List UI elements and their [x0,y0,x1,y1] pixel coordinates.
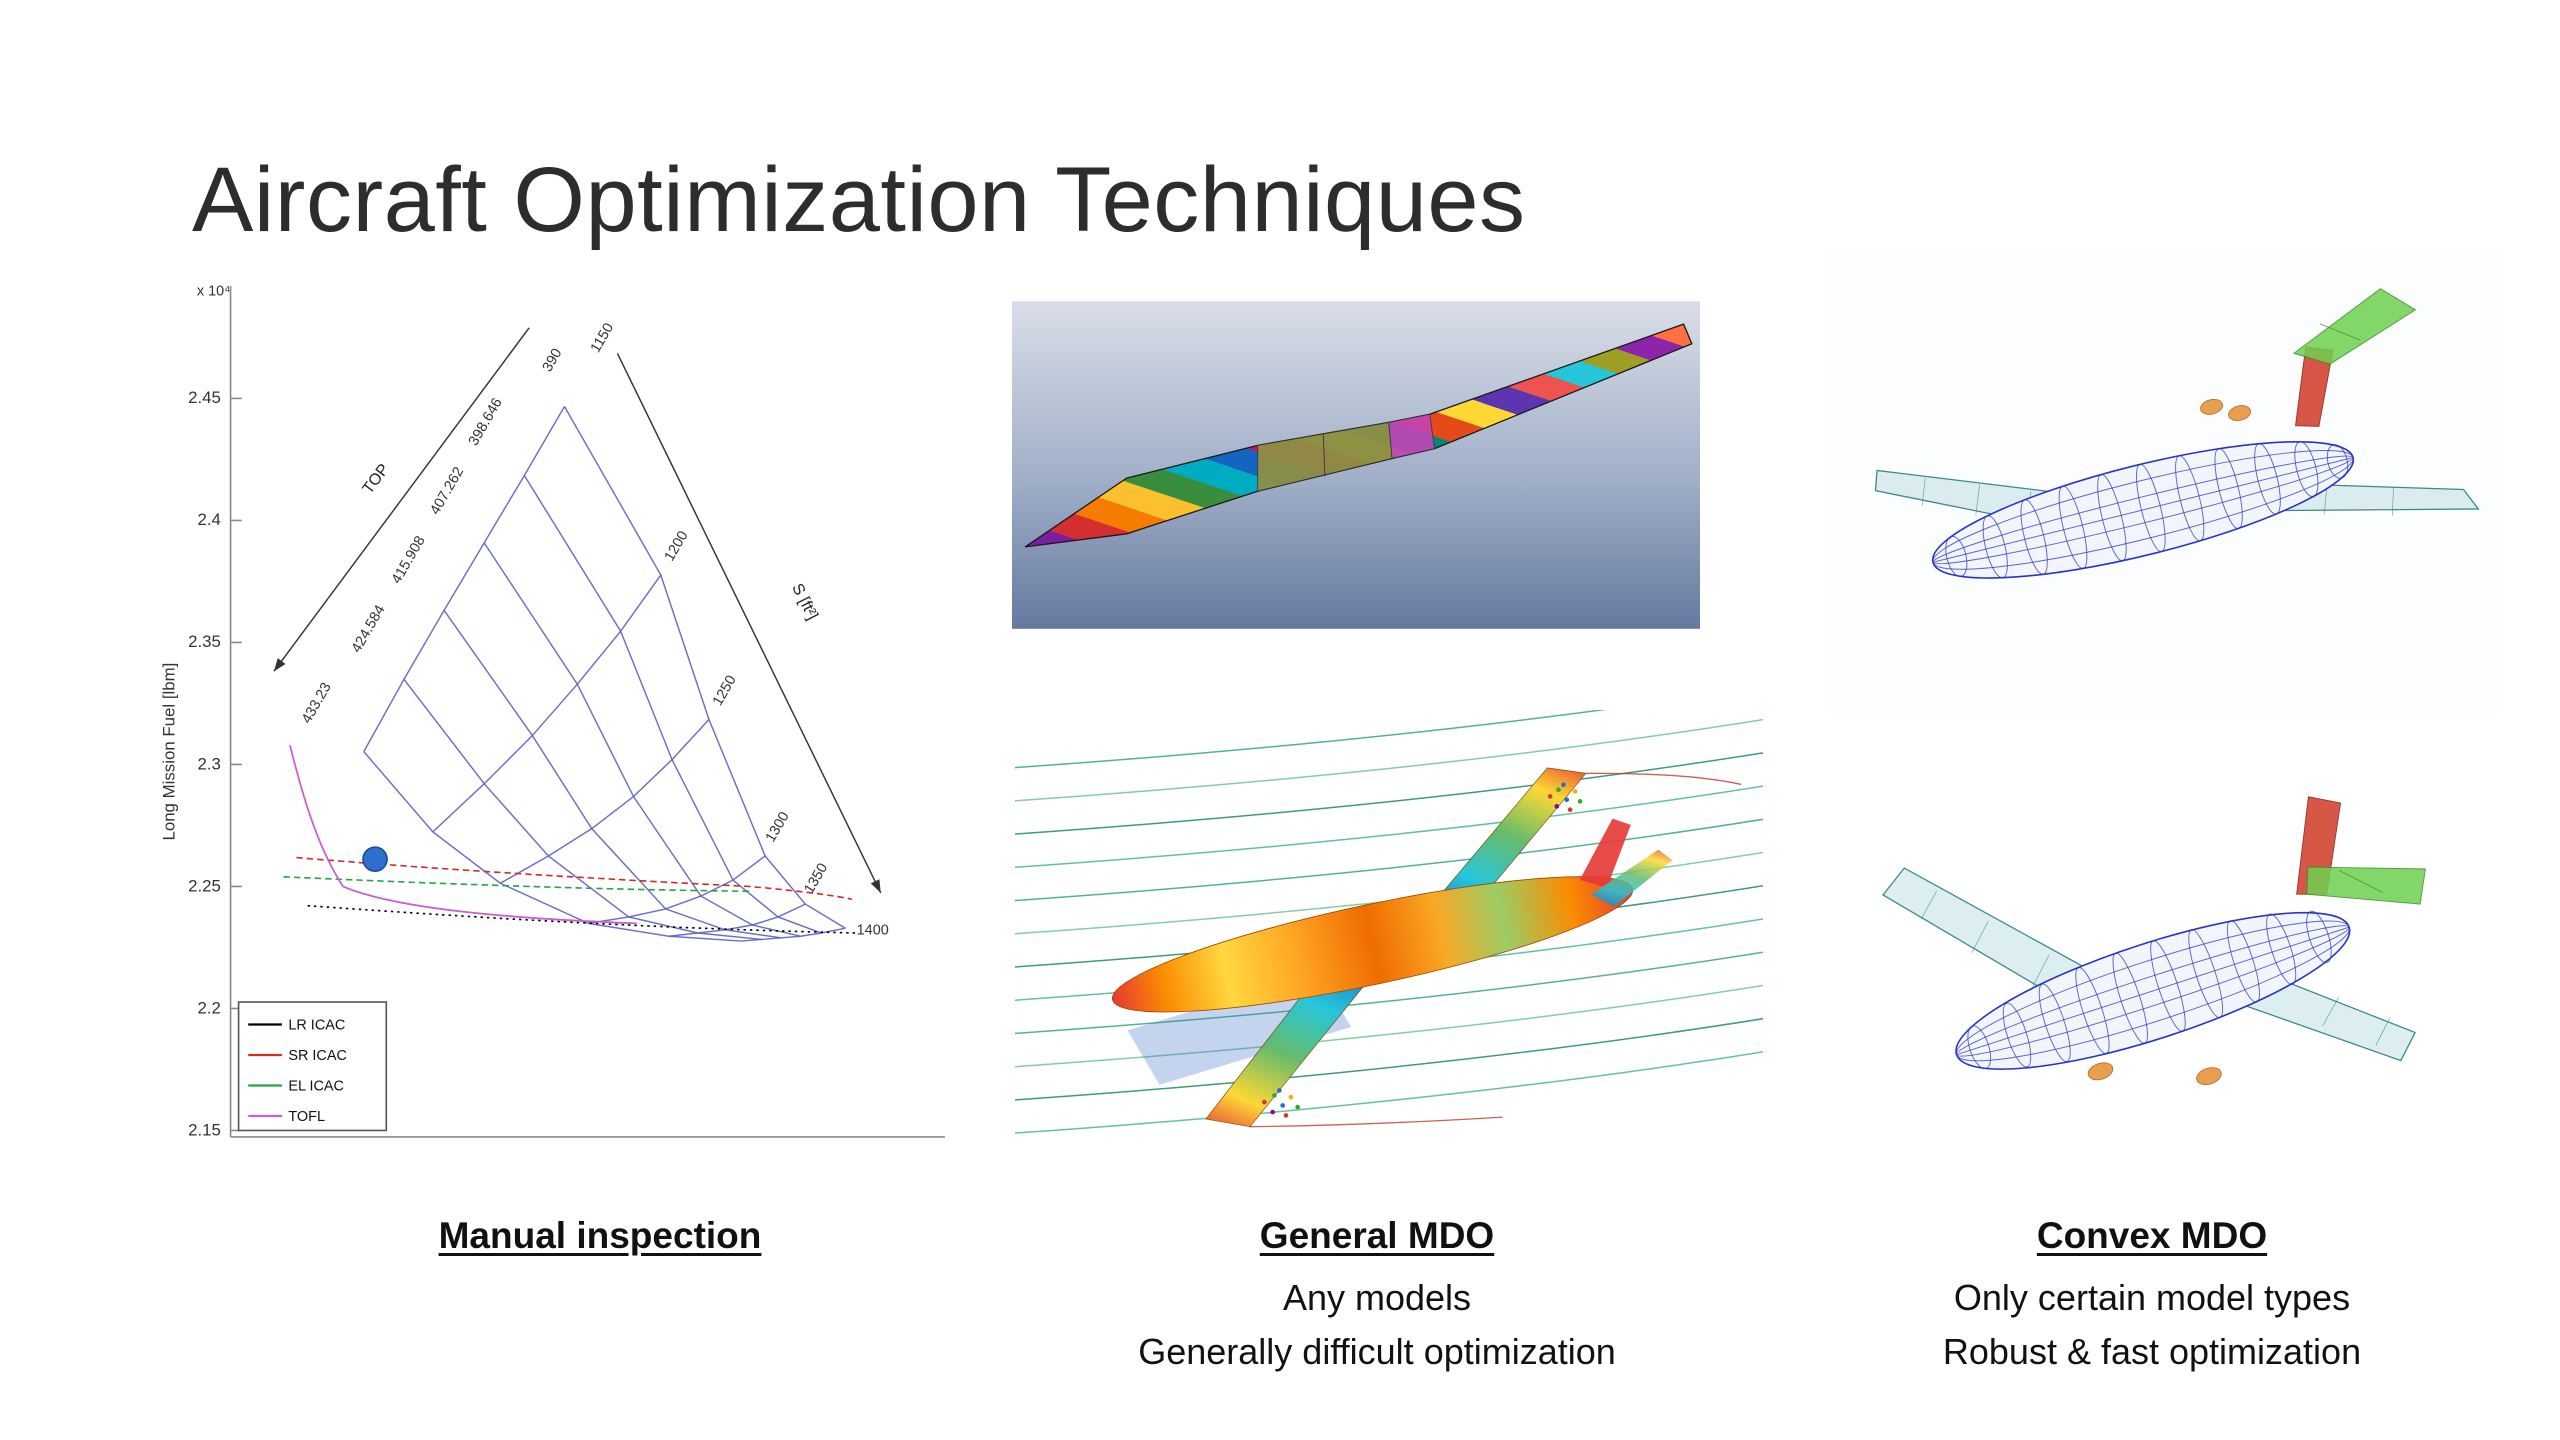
top-axis-value: 390 [540,346,566,375]
wireframe-aircraft [1882,796,2426,1086]
top-axis-value-labels: 390 398.646 407.262 415.908 424.584 433.… [299,346,566,726]
caption-heading: Manual inspection [438,1215,762,1256]
legend-label: LR ICAC [288,1017,345,1033]
ytick-label: 2.35 [188,632,221,651]
ytick-label: 2.45 [188,388,221,407]
caption-line: Only certain model types [1953,1277,2351,1318]
fuselage-longitudinal-lines [1932,450,2354,570]
legend-entry: EL ICAC [248,1078,344,1094]
s-axis-value: 1200 [662,528,692,564]
wing-kink-panel [1388,413,1436,459]
chart-legend: LR ICAC SR ICAC EL ICAC TOFL [237,1001,388,1132]
carpet-plot-figure: 2.45 2.4 2.35 2.3 2.25 2.2 2.15 x 10⁴ Lo… [155,270,990,1169]
wireframe-aircraft [1874,288,2480,579]
wireframe-aircraft-top-image [1874,288,2480,579]
caption-manual-inspection: Manual inspection [320,1215,880,1271]
wake-vortex [1249,1116,1503,1128]
panel-divider [1322,433,1326,477]
ytick-label: 2.3 [198,754,221,773]
structural-wing-figure [1012,300,1700,630]
top-axis-value: 407.262 [427,464,467,517]
fuselage [1111,876,1634,1013]
top-axis-label: TOP [359,460,393,497]
tail-grid-line [2338,870,2384,894]
caption-line: Robust & fast optimization [1942,1331,2362,1372]
carpet-mesh-top-curves [363,406,846,942]
horizontal-tail [2306,866,2426,905]
engine-pod [2228,405,2251,422]
caption-general-mdo: General MDO Any models Generally difficu… [1097,1215,1657,1379]
wireframe-aircraft-bottom-image [1882,796,2426,1086]
s-axis-value: 1300 [763,809,793,845]
s-axis-value: 1350 [801,861,831,897]
top-axis-value: 398.646 [466,395,506,448]
caption-line: Any models [1282,1277,1472,1318]
fuselage-cross-sections [1967,910,2332,1070]
fuselage-longitudinal-lines [1955,920,2350,1062]
cfd-aircraft-image [1015,710,1763,1134]
ytick-label: 2.25 [188,876,221,895]
ytick-label: 2.4 [198,510,221,529]
top-axis-value: 415.908 [389,533,429,586]
caption-heading: Convex MDO [2036,1215,2268,1256]
legend-entry: SR ICAC [248,1048,347,1064]
particle-cluster [1262,1088,1300,1118]
top-axis-value: 433.23 [299,680,335,726]
constraint-tofl-line [289,744,637,925]
wireframe-aircraft-bottom-figure [1838,735,2473,1172]
carpet-plot-svg: 2.45 2.4 2.35 2.3 2.25 2.2 2.15 x 10⁴ Lo… [159,284,945,1139]
engine-pod [2087,1062,2114,1081]
top-axis-arrow [273,327,530,672]
caption-heading: General MDO [1259,1215,1495,1256]
constraint-el-icac-line [283,876,753,893]
caption-line: Generally difficult optimization [1138,1331,1616,1372]
engine-pod [2200,398,2223,415]
tail-grid-line [2319,323,2361,341]
design-point-marker [362,846,388,873]
cfd-aircraft-body [1111,767,1742,1128]
s-axis-arrow [616,353,882,894]
ytick-label: 2.15 [188,1120,221,1139]
legend-entry: LR ICAC [248,1017,345,1033]
engine-pod [2196,1067,2222,1086]
legend-label: TOFL [288,1109,325,1125]
page-title: Aircraft Optimization Techniques [192,149,1526,251]
fuselage-cross-sections [1945,441,2349,579]
carpet-mesh-s-curves [363,406,846,942]
constraint-lr-icac-line [307,904,859,934]
s-axis-value: 1400 [857,923,889,939]
legend-entry: TOFL [248,1109,325,1125]
horizontal-tail [2292,288,2417,365]
cfd-aircraft-figure [1015,710,1763,1142]
s-axis-label: S [ft²] [788,580,821,622]
horizontal-tail [1591,849,1673,907]
s-axis-value: 1150 [588,321,617,356]
top-axis-value: 424.584 [349,602,389,655]
structural-wing-image [1012,301,1700,629]
s-axis-value-labels: 1150 1200 1250 1300 1350 1400 [588,321,889,939]
legend-label: EL ICAC [288,1078,344,1094]
ytick-label: 2.2 [198,998,221,1017]
y-tick-labels: 2.45 2.4 2.35 2.3 2.25 2.2 2.15 [188,388,221,1139]
vertical-tail [1579,818,1631,888]
cfd-contour-region [1127,972,1352,1085]
wake-vortex [1585,772,1742,786]
y-axis-label: Long Mission Fuel [lbm] [159,663,178,841]
y-scale-note: x 10⁴ [197,284,231,300]
s-axis-value: 1250 [710,673,740,709]
wireframe-aircraft-top-figure [1825,248,2500,713]
legend-label: SR ICAC [288,1048,347,1064]
particle-cluster [1547,782,1583,813]
caption-convex-mdo: Convex MDO Only certain model types Robu… [1872,1215,2432,1379]
